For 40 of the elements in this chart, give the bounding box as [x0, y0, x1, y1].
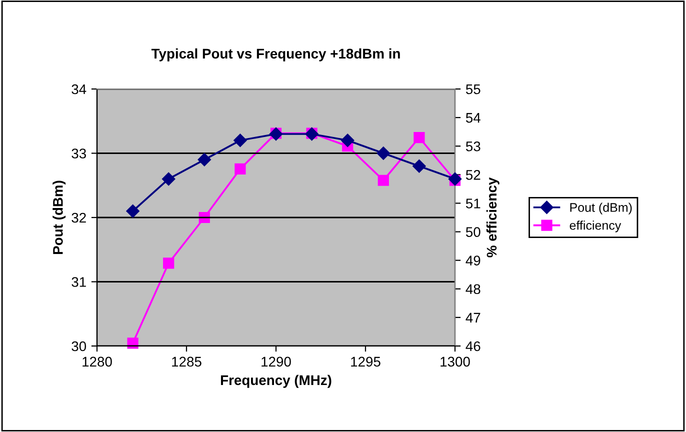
x-tick-label: 1290	[262, 356, 291, 367]
y2-tick-label: 54	[466, 113, 480, 123]
y2-tick-label: 50	[466, 227, 480, 237]
point	[162, 172, 176, 186]
point	[163, 258, 174, 269]
x-tick-label: 1300	[440, 356, 470, 367]
point	[126, 204, 140, 218]
y-axis-title: Pout (dBm)	[52, 180, 66, 254]
point	[378, 174, 389, 186]
x-tick-label: 1280	[82, 356, 112, 367]
point	[341, 134, 354, 147]
y-tick-label: 30	[72, 341, 86, 352]
point	[198, 153, 211, 166]
x-tick-label: 1285	[172, 356, 202, 367]
y-tick-label: 33	[72, 148, 86, 158]
y2-tick-label: 47	[466, 312, 480, 322]
legend-label: efficiency	[570, 220, 622, 232]
y2-tick-label: 48	[466, 284, 480, 294]
y-tick-label: 31	[72, 277, 86, 287]
point	[376, 146, 390, 160]
y2-tick-label: 51	[466, 198, 480, 208]
y-tick-label: 34	[72, 84, 86, 94]
chart-title: Typical Pout vs Frequency +18dBm in	[151, 48, 400, 62]
legend-label: Pout (dBm)	[570, 202, 632, 214]
point	[412, 160, 426, 173]
y-tick-label: 32	[72, 212, 86, 223]
y2-tick-label: 52	[466, 170, 480, 180]
point	[127, 338, 138, 349]
y2-tick-label: 46	[466, 341, 480, 352]
y2-tick-label: 49	[466, 256, 480, 266]
point	[414, 132, 425, 144]
x-tick-label: 1295	[351, 356, 380, 367]
point	[234, 163, 246, 175]
point	[198, 212, 210, 224]
x-axis-title: Frequency (MHz)	[220, 374, 332, 388]
point	[448, 172, 462, 186]
point	[234, 134, 247, 147]
y2-tick-label: 53	[466, 141, 480, 152]
y2-tick-label: 55	[466, 84, 480, 94]
y2-axis-title: % efficiency	[486, 177, 500, 258]
